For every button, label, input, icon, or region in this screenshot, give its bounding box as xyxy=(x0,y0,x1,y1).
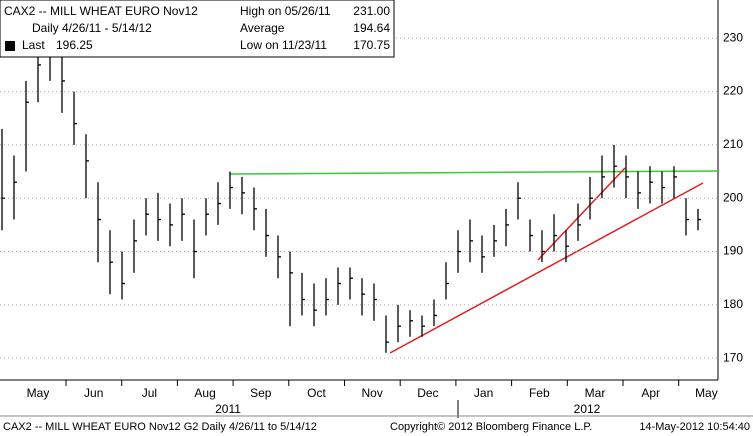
x-tick-label: Jun xyxy=(84,386,103,400)
x-tick-label: Oct xyxy=(307,386,326,400)
legend-title: CAX2 -- MILL WHEAT EURO Nov12 xyxy=(4,4,198,18)
x-tick-label: Nov xyxy=(362,386,383,400)
legend-box xyxy=(0,0,395,58)
legend-last: 196.25 xyxy=(56,38,93,52)
x-tick-label: May xyxy=(27,386,50,400)
trend-line xyxy=(389,182,704,354)
y-tick-label: 210 xyxy=(723,137,743,151)
y-tick-label: 220 xyxy=(723,84,743,98)
y-tick-label: 180 xyxy=(723,297,743,311)
x-tick-label: Jan xyxy=(474,386,493,400)
year-label: 2012 xyxy=(574,402,601,416)
footer-left: CAX2 -- MILL WHEAT EURO Nov12 G2 Daily 4… xyxy=(3,421,317,433)
legend-stat-value: 231.00 xyxy=(353,4,390,18)
x-tick-label: May xyxy=(695,386,718,400)
x-tick-label: Mar xyxy=(585,386,606,400)
legend-stat-label: Average xyxy=(240,21,285,35)
x-tick-label: Jul xyxy=(142,386,157,400)
footer-right: 14-May-2012 10:54:40 xyxy=(639,421,750,433)
y-tick-label: 170 xyxy=(723,350,743,364)
footer-center: Copyright© 2012 Bloomberg Finance L.P. xyxy=(390,421,592,433)
year-label: 2011 xyxy=(215,402,241,416)
x-tick-label: Sep xyxy=(250,386,272,400)
legend-stat-value: 194.64 xyxy=(353,21,390,35)
legend-period: Daily 4/26/11 - 5/14/12 xyxy=(32,21,152,35)
legend-stat-value: 170.75 xyxy=(353,38,390,52)
y-tick-label: 230 xyxy=(723,30,743,44)
x-tick-label: Dec xyxy=(417,386,438,400)
trend-line xyxy=(537,167,626,261)
legend-stat-label: High on 05/26/11 xyxy=(240,4,331,18)
resistance-line xyxy=(229,170,719,175)
last-swatch xyxy=(5,41,15,51)
x-tick-label: Apr xyxy=(641,386,660,400)
x-tick-label: Aug xyxy=(194,386,215,400)
y-tick-label: 190 xyxy=(723,244,743,258)
legend-last-label: Last xyxy=(22,38,45,52)
legend-stat-label: Low on 11/23/11 xyxy=(240,38,327,52)
y-tick-label: 200 xyxy=(723,190,743,204)
x-tick-label: Feb xyxy=(529,386,550,400)
